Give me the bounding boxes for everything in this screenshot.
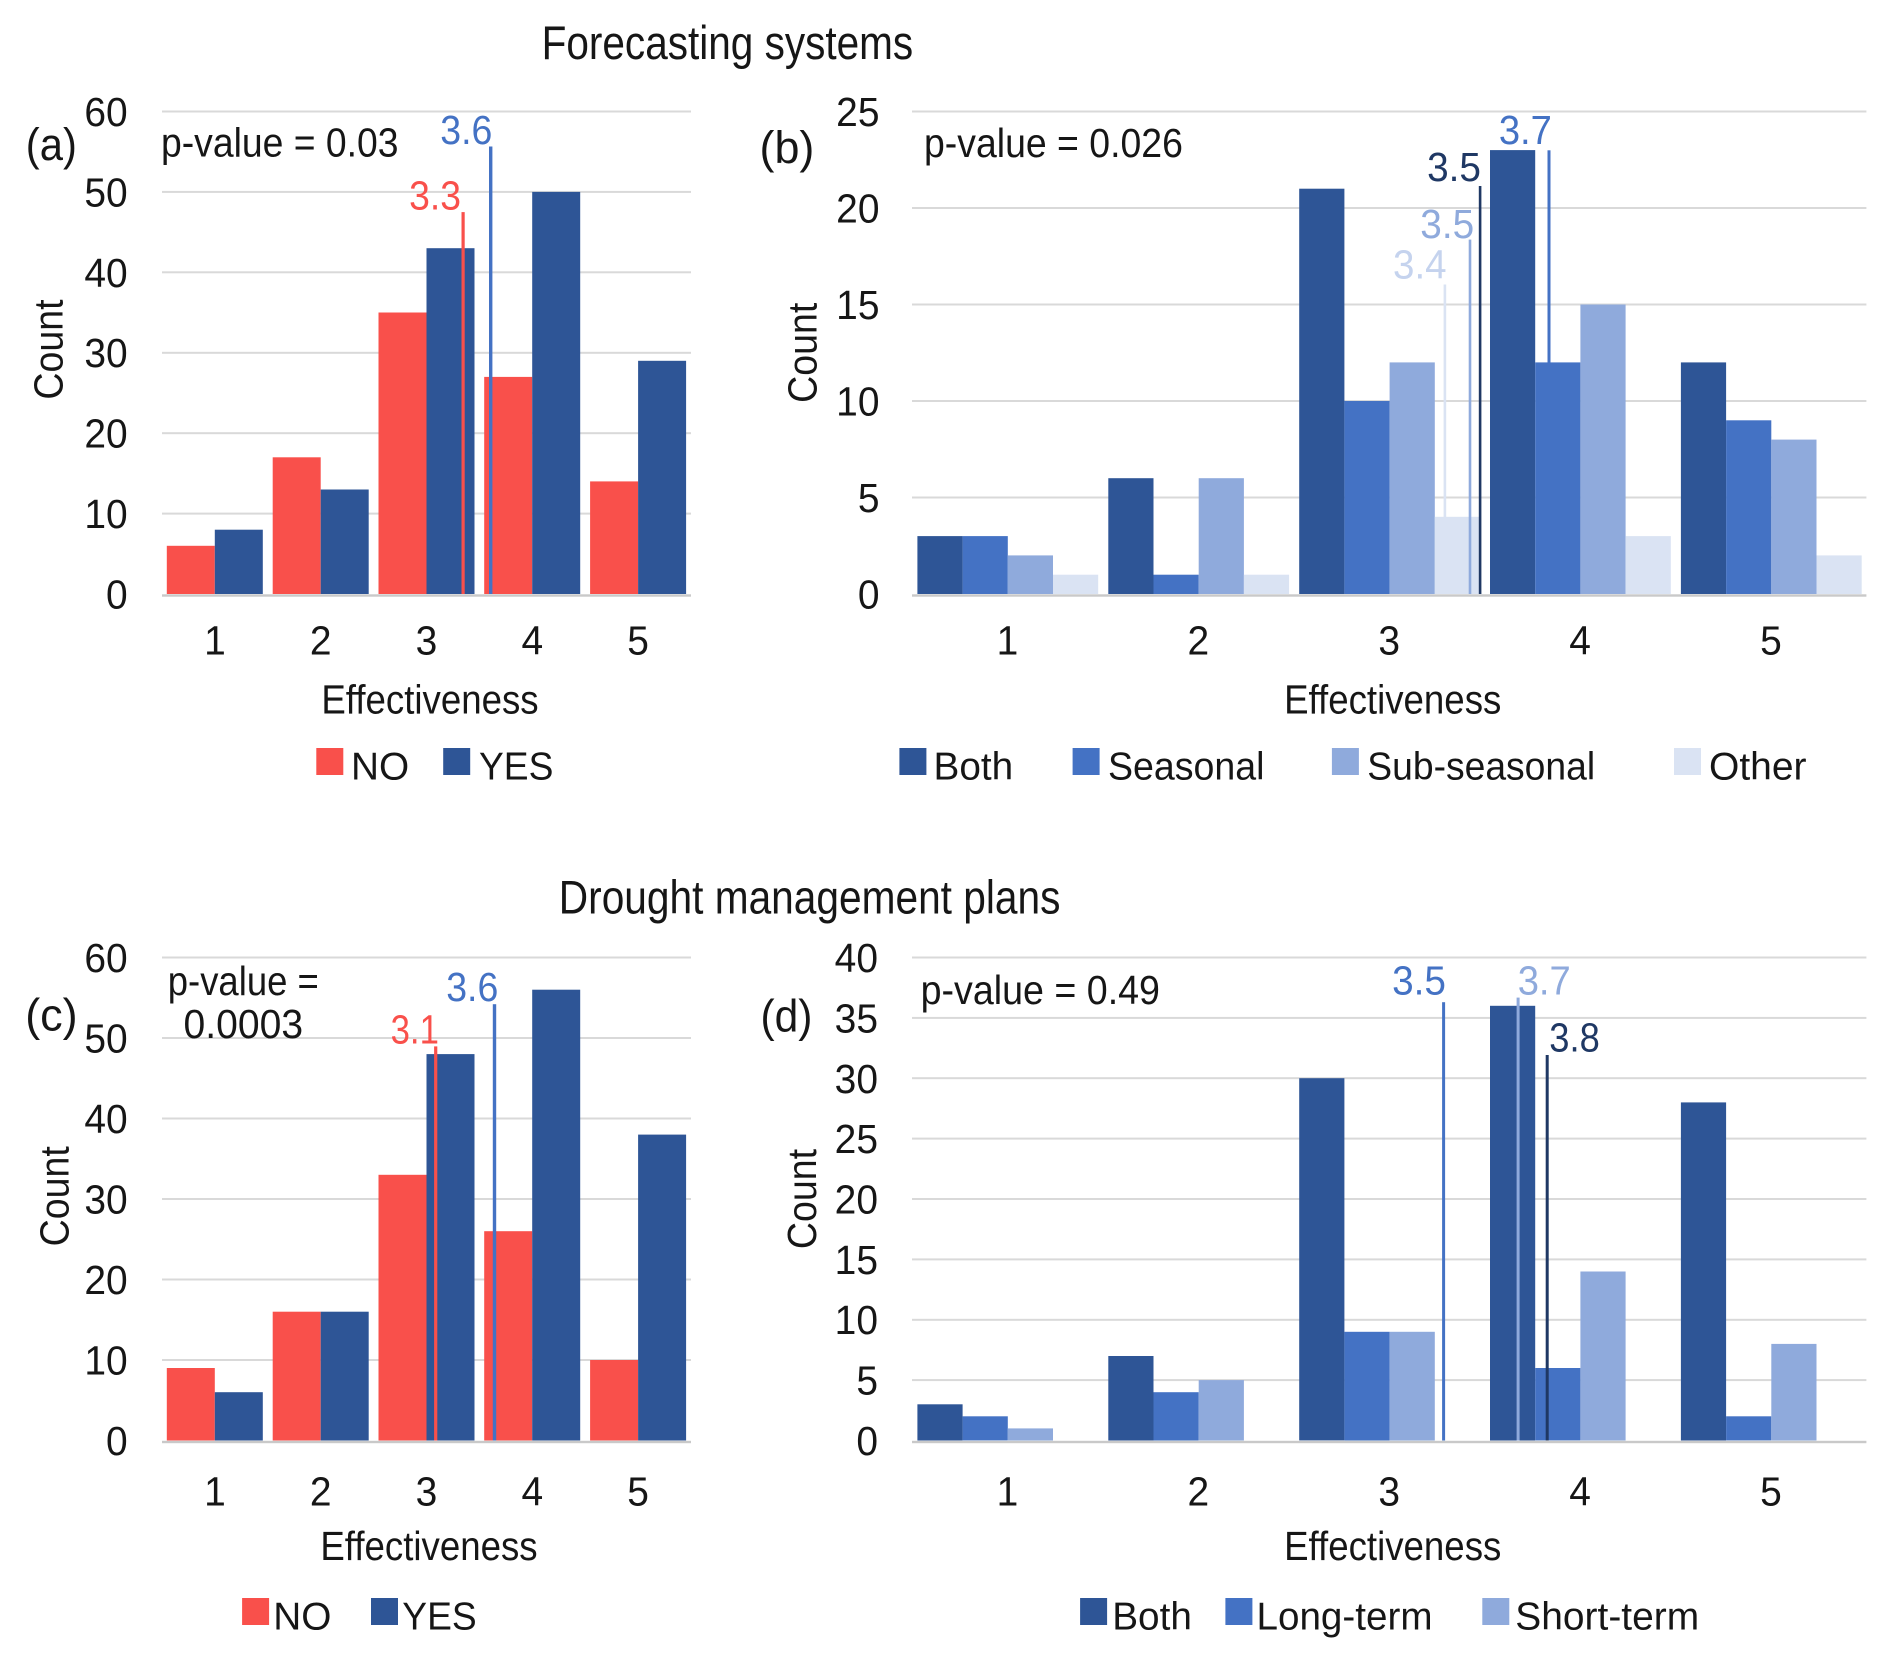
svg-text:60: 60 (84, 90, 127, 135)
svg-text:Long-term: Long-term (1257, 1595, 1433, 1638)
svg-text:Seasonal: Seasonal (1108, 745, 1265, 789)
svg-text:3.6: 3.6 (446, 964, 498, 1010)
svg-text:2: 2 (1187, 1470, 1209, 1515)
svg-text:Sub-seasonal: Sub-seasonal (1367, 745, 1595, 789)
svg-text:3: 3 (416, 1470, 438, 1515)
svg-text:0: 0 (856, 1419, 878, 1464)
svg-text:5: 5 (627, 1470, 649, 1515)
svg-text:p-value = 0.026: p-value = 0.026 (924, 120, 1183, 166)
svg-text:50: 50 (84, 171, 127, 216)
svg-text:YES: YES (479, 746, 553, 789)
svg-text:10: 10 (84, 492, 127, 537)
svg-text:1: 1 (997, 1470, 1019, 1515)
svg-text:5: 5 (856, 1359, 878, 1404)
svg-text:p-value =: p-value = (168, 959, 319, 1004)
svg-text:15: 15 (835, 1238, 878, 1283)
svg-text:0: 0 (858, 573, 880, 618)
svg-text:5: 5 (1760, 1470, 1782, 1515)
svg-text:10: 10 (836, 380, 879, 425)
svg-text:2: 2 (310, 619, 332, 664)
svg-text:NO: NO (273, 1595, 331, 1638)
svg-text:20: 20 (835, 1178, 878, 1223)
svg-text:0: 0 (106, 1419, 128, 1464)
svg-text:20: 20 (84, 412, 127, 457)
svg-text:Count: Count (32, 1146, 78, 1246)
svg-text:3: 3 (416, 619, 438, 664)
svg-text:3.5: 3.5 (1392, 959, 1446, 1004)
svg-text:Effectiveness: Effectiveness (1284, 677, 1501, 722)
svg-text:25: 25 (836, 90, 879, 135)
svg-text:4: 4 (1569, 1470, 1591, 1515)
svg-text:Both: Both (934, 745, 1014, 788)
svg-text:3.5: 3.5 (1420, 202, 1474, 247)
svg-text:(c): (c) (25, 990, 77, 1041)
svg-text:Count: Count (780, 303, 826, 403)
svg-text:5: 5 (627, 619, 649, 664)
svg-text:3.3: 3.3 (409, 174, 461, 219)
svg-text:10: 10 (84, 1339, 127, 1384)
svg-text:Count: Count (780, 1149, 826, 1249)
svg-text:1: 1 (204, 619, 226, 664)
svg-text:3: 3 (1378, 619, 1400, 664)
svg-text:3.6: 3.6 (440, 107, 492, 153)
svg-text:(a): (a) (26, 121, 77, 171)
svg-text:3.7: 3.7 (1499, 108, 1552, 154)
svg-text:30: 30 (835, 1057, 878, 1102)
svg-text:40: 40 (835, 936, 878, 981)
svg-text:5: 5 (858, 476, 880, 521)
svg-text:p-value = 0.49: p-value = 0.49 (921, 967, 1160, 1013)
svg-text:3.4: 3.4 (1393, 243, 1447, 288)
svg-text:1: 1 (997, 619, 1019, 664)
svg-text:Count: Count (26, 299, 72, 399)
svg-text:2: 2 (310, 1470, 332, 1515)
svg-text:30: 30 (84, 331, 127, 376)
svg-text:25: 25 (835, 1117, 878, 1162)
svg-text:p-value = 0.03: p-value = 0.03 (161, 121, 398, 166)
svg-text:40: 40 (84, 1097, 127, 1142)
svg-text:3.8: 3.8 (1549, 1015, 1599, 1061)
svg-text:1: 1 (204, 1470, 226, 1515)
svg-text:Both: Both (1112, 1595, 1192, 1638)
svg-text:10: 10 (835, 1298, 878, 1343)
svg-text:4: 4 (1569, 619, 1591, 664)
svg-text:YES: YES (402, 1596, 476, 1639)
svg-text:Short-term: Short-term (1515, 1595, 1699, 1638)
svg-text:0.0003: 0.0003 (184, 1002, 304, 1047)
svg-text:(d): (d) (761, 992, 813, 1042)
svg-text:4: 4 (521, 619, 543, 664)
svg-text:40: 40 (84, 251, 127, 296)
svg-text:3.5: 3.5 (1427, 145, 1481, 190)
svg-text:3.1: 3.1 (391, 1008, 439, 1053)
svg-text:60: 60 (84, 936, 127, 981)
svg-text:20: 20 (84, 1258, 127, 1303)
svg-text:Effectiveness: Effectiveness (1284, 1524, 1501, 1569)
svg-text:15: 15 (836, 283, 879, 328)
svg-text:NO: NO (351, 745, 409, 788)
svg-text:30: 30 (84, 1178, 127, 1223)
svg-text:3.7: 3.7 (1518, 958, 1571, 1004)
svg-text:0: 0 (106, 573, 128, 618)
svg-text:Effectiveness: Effectiveness (321, 677, 538, 722)
svg-text:Effectiveness: Effectiveness (320, 1524, 537, 1569)
svg-text:Other: Other (1709, 746, 1807, 789)
svg-text:5: 5 (1760, 619, 1782, 664)
svg-text:4: 4 (521, 1470, 543, 1515)
svg-text:35: 35 (835, 997, 878, 1042)
svg-text:50: 50 (84, 1017, 127, 1062)
svg-text:Drought management plans: Drought management plans (559, 871, 1061, 924)
svg-text:2: 2 (1187, 619, 1209, 664)
svg-text:Forecasting systems: Forecasting systems (542, 17, 914, 70)
svg-text:(b): (b) (760, 122, 815, 173)
svg-text:20: 20 (836, 187, 879, 232)
svg-text:3: 3 (1378, 1470, 1400, 1515)
